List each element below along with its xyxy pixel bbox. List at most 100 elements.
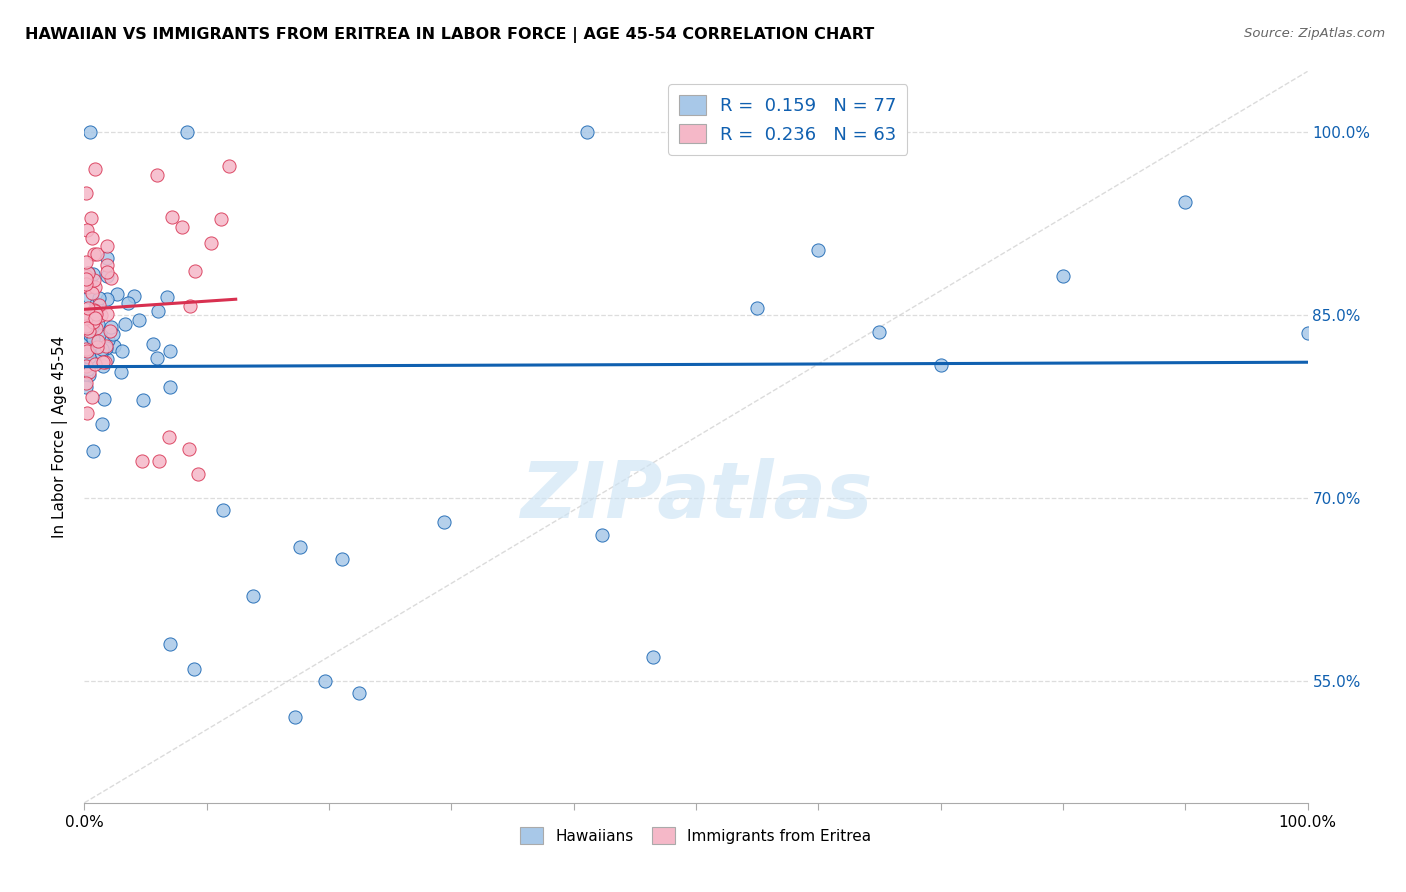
Point [83,311,105,326]
Point [75,318,97,333]
Point [101,327,124,342]
Point [807,244,830,258]
Point [1052,268,1074,283]
Point [330,552,353,566]
Y-axis label: In Labor Force | Age 45-54: In Labor Force | Age 45-54 [52,336,67,538]
Point [80,231,103,245]
Point [146,168,169,182]
Point [77,266,100,280]
Point [159,343,181,358]
Point [100,320,122,334]
Point [79,289,101,303]
Point [83,357,105,371]
Point [82,355,104,369]
Point [94,355,117,369]
Point [159,637,181,651]
Point [75,271,97,285]
Point [142,336,165,351]
Point [111,343,134,358]
Point [77,280,100,294]
Point [110,365,132,379]
Point [75,349,97,363]
Point [75,271,97,285]
Text: HAWAIIAN VS IMMIGRANTS FROM ERITREA IN LABOR FORCE | AGE 45-54 CORRELATION CHART: HAWAIIAN VS IMMIGRANTS FROM ERITREA IN L… [25,27,875,43]
Point [84,303,107,318]
Point [82,317,104,331]
Text: Source: ZipAtlas.com: Source: ZipAtlas.com [1244,27,1385,40]
Point [314,673,336,688]
Point [1174,195,1197,210]
Point [82,285,104,300]
Point [76,308,98,322]
Point [76,310,98,325]
Point [288,540,311,554]
Point [177,442,200,457]
Point [80,211,103,225]
Point [82,332,104,346]
Point [82,390,104,404]
Point [96,307,118,321]
Point [1296,326,1319,340]
Point [75,186,97,201]
Point [84,321,107,335]
Point [242,589,264,603]
Point [75,268,97,283]
Point [75,376,97,390]
Point [132,392,155,407]
Point [96,292,118,306]
Point [146,351,169,365]
Point [218,159,240,173]
Legend: Hawaiians, Immigrants from Eritrea: Hawaiians, Immigrants from Eritrea [515,822,877,850]
Point [83,302,105,317]
Point [187,467,209,481]
Point [87,334,110,348]
Point [209,212,232,227]
Point [77,301,100,315]
Point [79,351,101,365]
Point [77,345,100,359]
Point [76,343,98,358]
Point [76,321,98,335]
Point [100,270,122,285]
Point [869,325,891,339]
Point [82,444,104,458]
Point [157,430,180,444]
Point [83,247,105,261]
Point [76,362,98,376]
Point [146,303,169,318]
Point [96,268,118,283]
Point [91,354,114,368]
Point [75,342,97,356]
Point [75,277,97,291]
Point [84,297,107,311]
Point [82,316,104,330]
Point [122,289,145,303]
Point [103,339,125,353]
Point [79,275,101,289]
Point [747,301,769,316]
Point [678,137,700,152]
Point [591,527,613,541]
Point [83,273,105,287]
Point [128,313,150,327]
Point [114,317,136,331]
Point [86,340,108,354]
Point [148,454,170,468]
Point [184,264,207,278]
Point [641,649,664,664]
Point [156,290,179,304]
Point [433,516,456,530]
Point [84,307,107,321]
Point [284,710,307,724]
Point [87,317,110,331]
Point [93,392,115,407]
Point [131,454,153,468]
Point [91,417,114,431]
Point [91,359,114,374]
Point [80,319,103,334]
Point [349,686,371,700]
Point [86,246,108,260]
Point [91,342,114,356]
Point [79,125,101,139]
Point [77,354,100,368]
